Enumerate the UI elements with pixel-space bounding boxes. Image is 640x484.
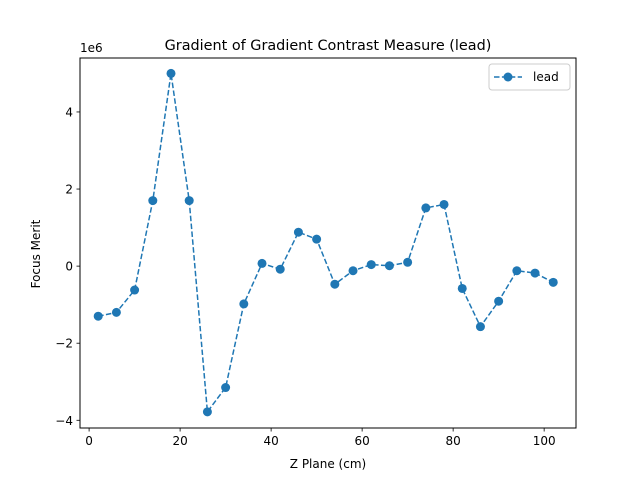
- legend-box: [488, 63, 571, 91]
- legend-label: lead: [533, 70, 559, 84]
- y-axis-label: Focus Merit: [29, 219, 43, 288]
- data-point: [475, 322, 485, 332]
- x-tick-label: 0: [85, 434, 93, 448]
- data-point: [548, 277, 558, 287]
- data-point: [330, 279, 340, 289]
- data-point: [312, 234, 322, 244]
- data-point: [184, 196, 194, 206]
- y-scale-label: 1e6: [80, 41, 103, 55]
- data-point: [202, 407, 212, 417]
- x-tick-label: 80: [445, 434, 460, 448]
- series-layer: [93, 68, 558, 417]
- x-tick-label: 20: [172, 434, 187, 448]
- data-point: [403, 257, 413, 267]
- data-point: [239, 299, 249, 309]
- data-point: [257, 258, 267, 268]
- data-point: [148, 196, 158, 206]
- series-line-lead: [98, 73, 554, 414]
- data-point: [366, 260, 376, 270]
- data-point: [166, 68, 176, 78]
- data-point: [111, 307, 121, 317]
- data-point: [93, 311, 103, 321]
- y-tick-label: −2: [55, 337, 73, 351]
- data-point: [275, 264, 285, 274]
- data-point: [512, 266, 522, 276]
- data-point: [494, 296, 504, 306]
- x-tick-label: 100: [533, 434, 556, 448]
- legend-marker: [503, 72, 513, 82]
- chart-title: Gradient of Gradient Contrast Measure (l…: [165, 38, 492, 54]
- x-tick-label: 60: [354, 434, 369, 448]
- y-tick-label: −4: [55, 414, 73, 428]
- ticks: 0 20 40 60 80 100 −4 −2 0 2 4: [55, 105, 555, 448]
- data-point: [221, 383, 231, 393]
- x-axis-label: Z Plane (cm): [290, 457, 366, 471]
- data-point: [130, 285, 140, 295]
- data-point: [530, 268, 540, 278]
- y-tick-label: 2: [65, 183, 73, 197]
- data-point: [293, 227, 303, 237]
- y-tick-label: 0: [65, 260, 73, 274]
- data-point: [384, 261, 394, 271]
- data-point: [348, 266, 358, 276]
- data-point: [421, 203, 431, 213]
- data-point: [439, 199, 449, 209]
- x-tick-label: 40: [263, 434, 278, 448]
- plot-frame: [79, 57, 577, 429]
- data-point: [457, 283, 467, 293]
- y-tick-label: 4: [65, 105, 73, 119]
- legend: lead: [488, 63, 571, 91]
